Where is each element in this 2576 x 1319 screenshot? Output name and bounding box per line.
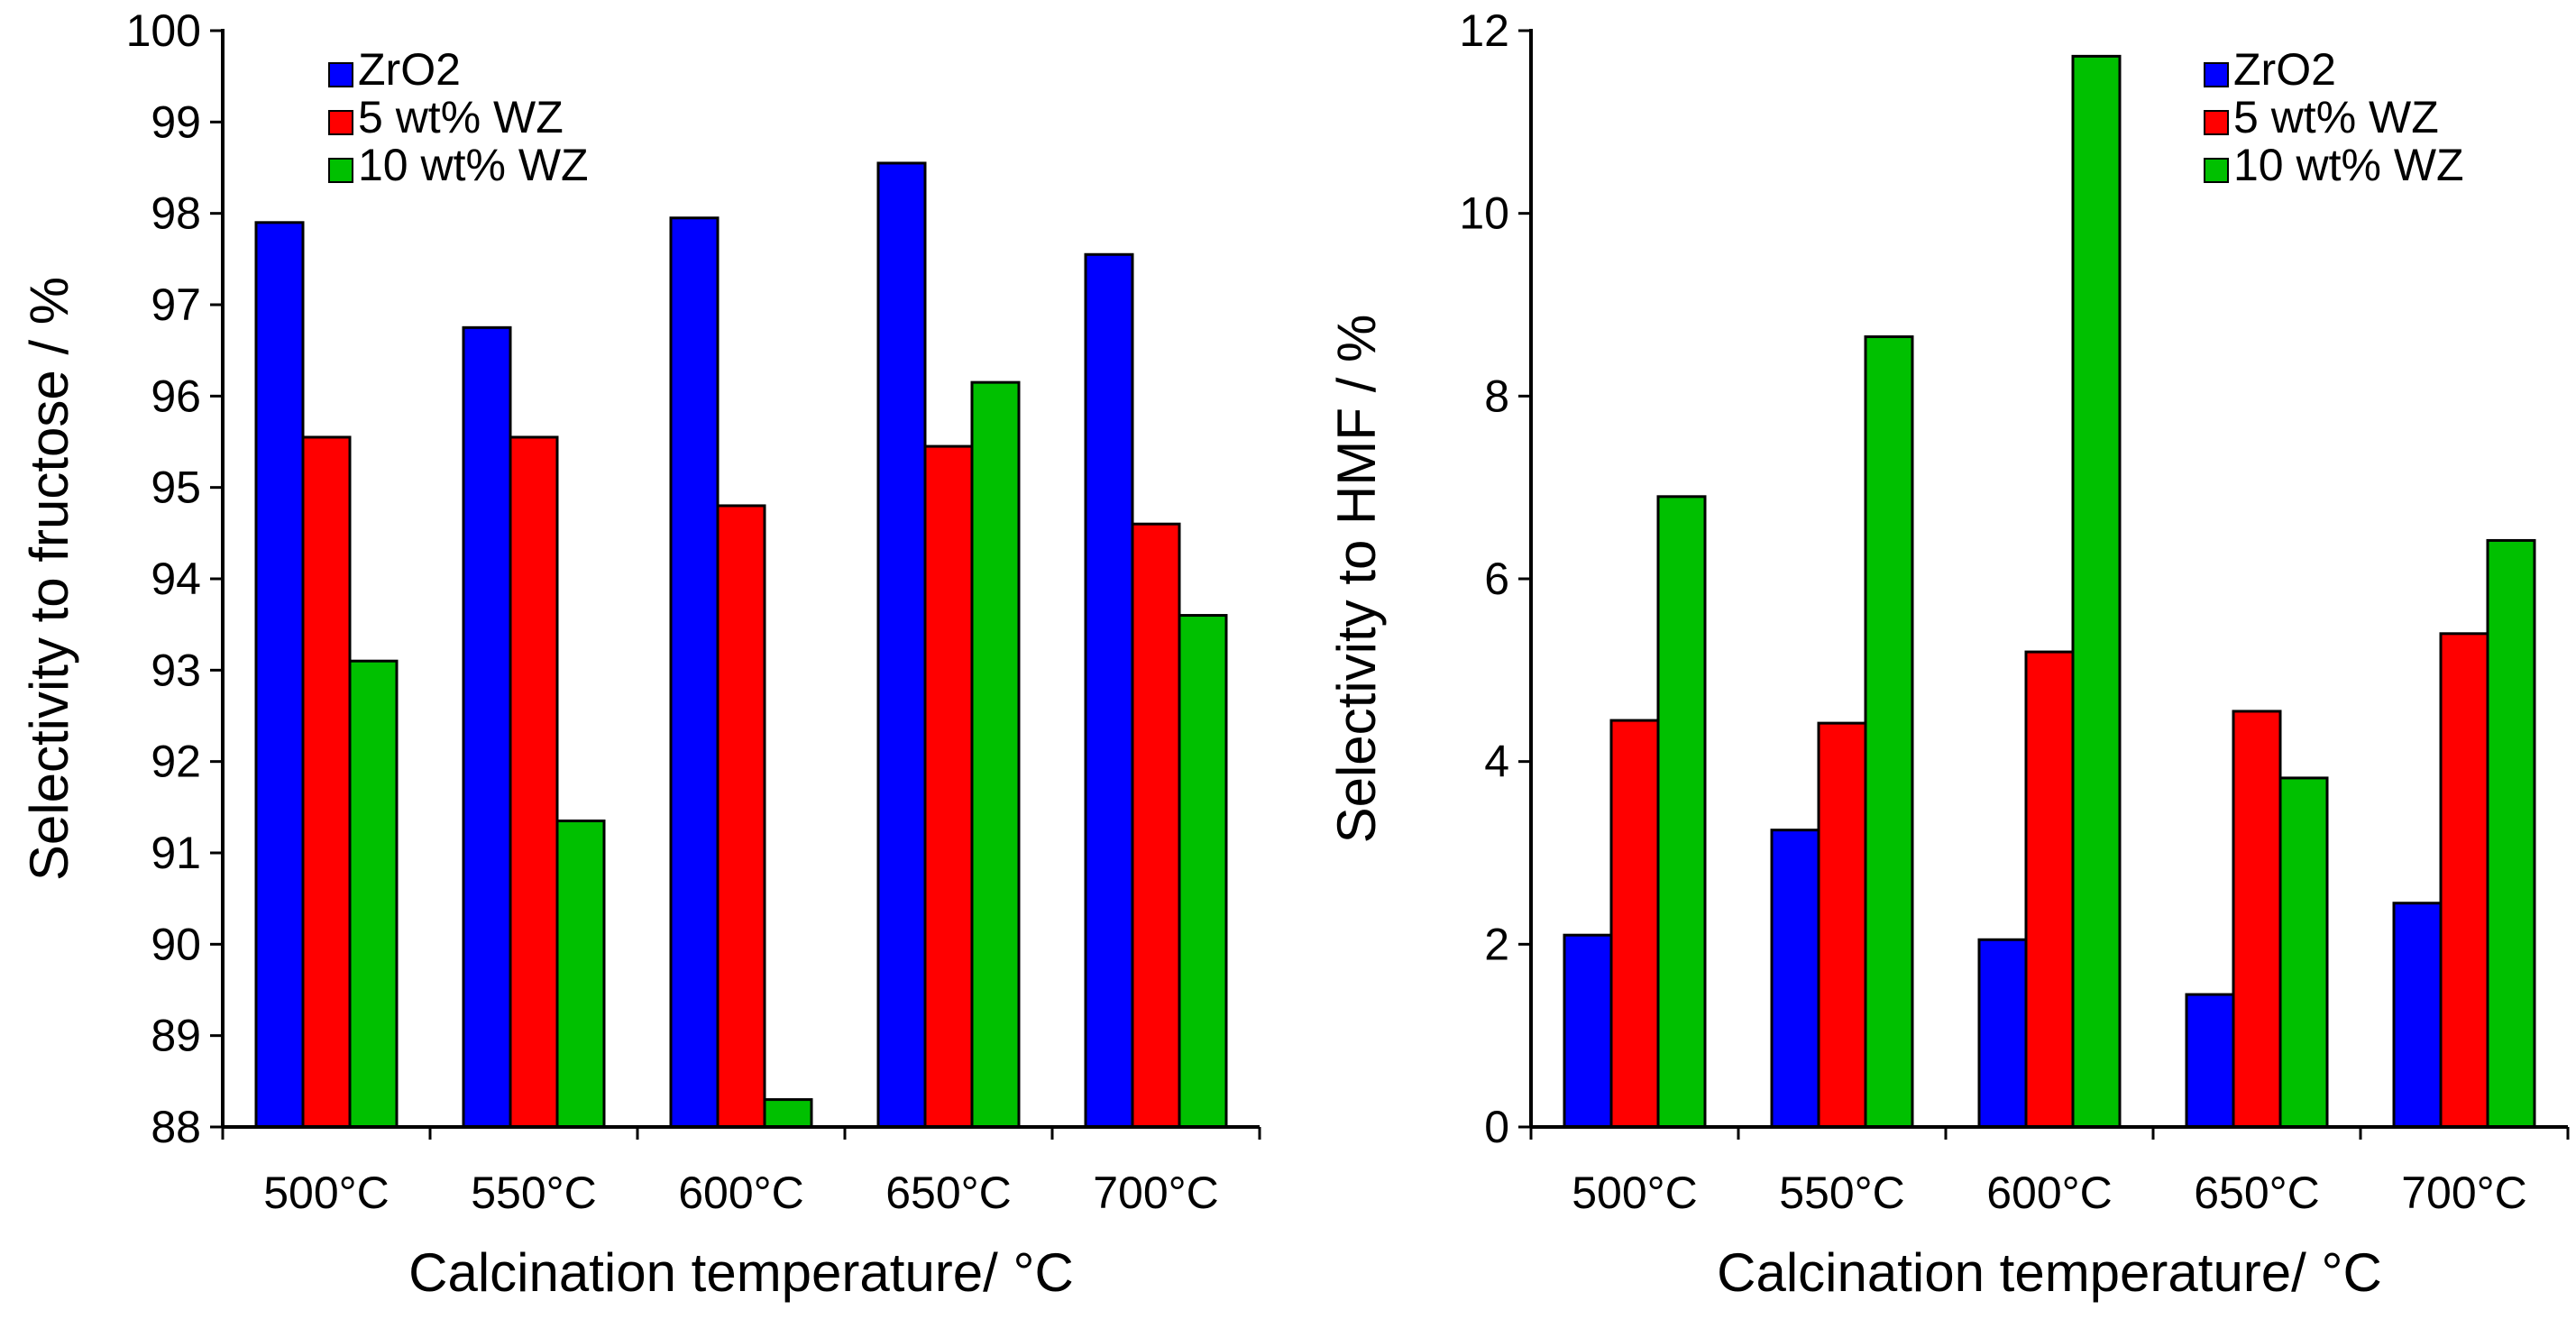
- bar-5-wt-wz-650-c: [923, 444, 974, 1129]
- y-tick-label: 0: [1484, 1102, 1509, 1152]
- bar-zro2-700-c: [2392, 902, 2443, 1129]
- y-tick-label: 2: [1484, 919, 1509, 969]
- legend-label-10-wt-wz: 10 wt% WZ: [358, 140, 589, 190]
- legend-label-5-wt-wz: 5 wt% WZ: [2233, 92, 2439, 142]
- legend-label-zro2: ZrO2: [358, 44, 461, 95]
- bar-10-wt-wz-600-c: [763, 1098, 813, 1129]
- y-tick-label: 91: [151, 828, 201, 878]
- x-tick-label-700-c: 700°C: [1093, 1168, 1219, 1218]
- bar-zro2-600-c: [669, 216, 720, 1129]
- y-tick-label: 90: [151, 919, 201, 969]
- bar-zro2-600-c: [1977, 938, 2028, 1129]
- bar-5-wt-wz-550-c: [509, 435, 559, 1129]
- bar-10-wt-wz-650-c: [970, 380, 1021, 1129]
- bar-zro2-550-c: [462, 325, 512, 1129]
- x-tick-label-700-c: 700°C: [2401, 1168, 2527, 1218]
- y-tick-label: 10: [1459, 188, 1509, 239]
- chart-hmf-selectivity: 0 2 4 6 8 10 12 500°C 550°C 600°C 650°C 700°C Calcin…: [1326, 5, 2570, 1303]
- x-tick-label-550-c: 550°C: [1779, 1168, 1905, 1218]
- y-tick-label: 92: [151, 737, 201, 787]
- y-tick-label: 95: [151, 463, 201, 513]
- y-tick-label: 12: [1459, 5, 1509, 56]
- bar-5-wt-wz-500-c: [1609, 719, 1660, 1129]
- y-tick-label: 93: [151, 645, 201, 695]
- bar-5-wt-wz-550-c: [1817, 721, 1867, 1129]
- y-tick-label: 98: [151, 188, 201, 239]
- x-axis-title: Calcination temperature/ °C: [408, 1242, 1074, 1303]
- legend-label-zro2: ZrO2: [2233, 44, 2336, 95]
- y-axis-title: Selectivity to HMF / %: [1326, 315, 1387, 844]
- y-tick-label: 99: [151, 96, 201, 147]
- legend-swatch-zro2: [2204, 62, 2229, 87]
- chart-fructose-selectivity: 88 89 90 91 92 93 94 95 96 97 98 99 100 500°C 550°C 600…: [19, 5, 1261, 1303]
- bar-5-wt-wz-650-c: [2232, 710, 2282, 1129]
- bar-5-wt-wz-600-c: [716, 504, 766, 1129]
- x-tick-label-600-c: 600°C: [1986, 1168, 2113, 1218]
- y-axis-title: Selectivity to fructose / %: [19, 277, 79, 881]
- x-tick-label-650-c: 650°C: [2194, 1168, 2320, 1218]
- bar-zro2-650-c: [876, 161, 927, 1129]
- bar-10-wt-wz-550-c: [1864, 334, 1914, 1129]
- bar-5-wt-wz-700-c: [2439, 632, 2489, 1129]
- y-tick-label: 97: [151, 279, 201, 330]
- x-tick-label-650-c: 650°C: [885, 1168, 1012, 1218]
- legend-swatch-zro2: [328, 62, 353, 87]
- bar-10-wt-wz-700-c: [1178, 614, 1228, 1129]
- bar-5-wt-wz-500-c: [301, 435, 352, 1129]
- bar-5-wt-wz-600-c: [2024, 650, 2075, 1129]
- y-tick-label: 89: [151, 1011, 201, 1061]
- bar-5-wt-wz-700-c: [1131, 522, 1181, 1129]
- bar-10-wt-wz-700-c: [2486, 538, 2536, 1129]
- bar-10-wt-wz-600-c: [2071, 54, 2122, 1129]
- legend-label-5-wt-wz: 5 wt% WZ: [358, 92, 564, 142]
- bar-10-wt-wz-500-c: [1656, 495, 1707, 1129]
- y-tick-label: 100: [126, 5, 201, 56]
- x-tick-label-500-c: 500°C: [1572, 1168, 1698, 1218]
- x-axis-title: Calcination temperature/ °C: [1717, 1242, 2382, 1303]
- bar-zro2-700-c: [1084, 252, 1134, 1129]
- legend-swatch-10-wt-wz: [2204, 158, 2229, 183]
- y-tick-label: 88: [151, 1102, 201, 1152]
- x-tick-label-600-c: 600°C: [678, 1168, 804, 1218]
- x-tick-label-550-c: 550°C: [471, 1168, 597, 1218]
- bar-zro2-650-c: [2185, 993, 2235, 1129]
- legend-swatch-5-wt-wz: [2204, 110, 2229, 135]
- y-tick-label: 4: [1484, 737, 1509, 787]
- y-tick-label: 8: [1484, 371, 1509, 421]
- y-tick-label: 6: [1484, 554, 1509, 604]
- legend-label-10-wt-wz: 10 wt% WZ: [2233, 140, 2464, 190]
- bar-10-wt-wz-650-c: [2278, 776, 2329, 1129]
- x-tick-label-500-c: 500°C: [263, 1168, 390, 1218]
- y-tick-label: 96: [151, 371, 201, 421]
- bar-zro2-500-c: [1563, 933, 1613, 1129]
- legend-swatch-10-wt-wz: [328, 158, 353, 183]
- bar-10-wt-wz-550-c: [555, 820, 606, 1129]
- y-tick-label: 94: [151, 554, 201, 604]
- legend-swatch-5-wt-wz: [328, 110, 353, 135]
- bar-zro2-500-c: [254, 221, 305, 1129]
- bar-zro2-550-c: [1770, 829, 1820, 1129]
- bar-10-wt-wz-500-c: [348, 659, 399, 1129]
